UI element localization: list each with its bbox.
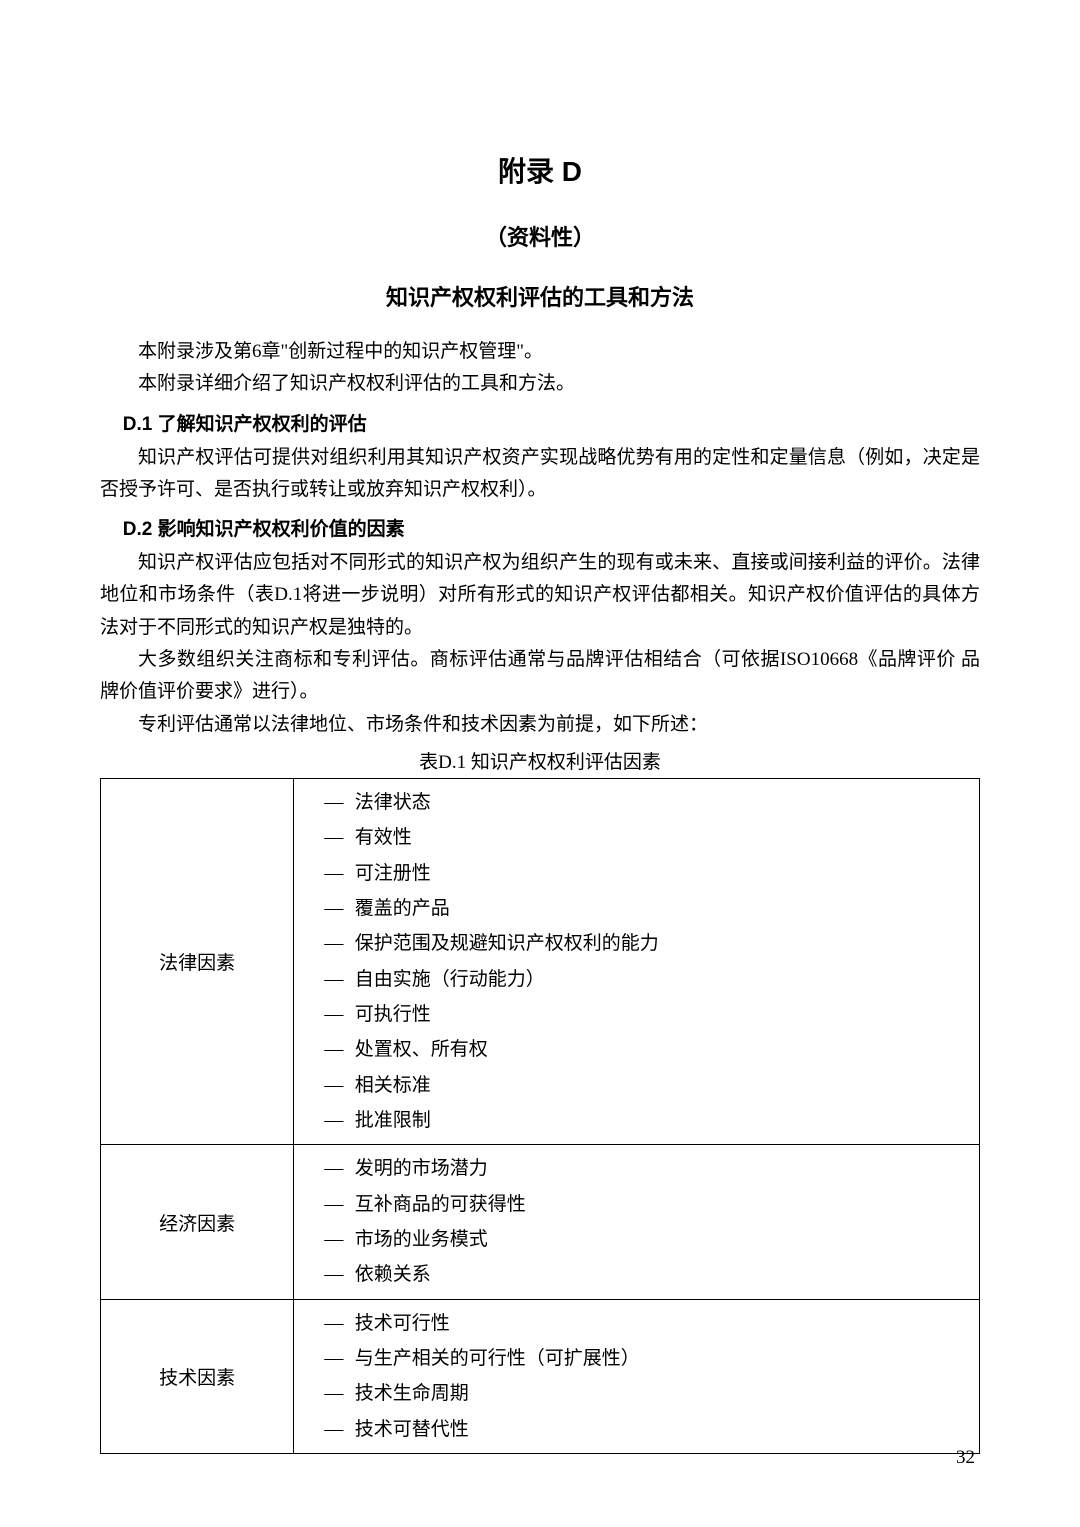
factor-item-text: 法律状态: [355, 787, 431, 818]
dash-icon: —: [324, 1343, 354, 1374]
appendix-subtitle-1: （资料性）: [100, 220, 980, 252]
factor-item-text: 批准限制: [355, 1105, 431, 1136]
factor-item: —依赖关系: [304, 1257, 969, 1292]
factor-items-cell: —技术可行性—与生产相关的可行性（可扩展性）—技术生命周期—技术可替代性: [294, 1299, 980, 1453]
factor-item: —处置权、所有权: [304, 1032, 969, 1067]
dash-icon: —: [324, 928, 354, 959]
section-d2-paragraph-2: 大多数组织关注商标和专利评估。商标评估通常与品牌评估相结合（可依据ISO1066…: [100, 644, 980, 709]
dash-icon: —: [324, 893, 354, 924]
factor-item-text: 处置权、所有权: [355, 1034, 488, 1065]
dash-icon: —: [324, 1224, 354, 1255]
factor-item: —自由实施（行动能力）: [304, 962, 969, 997]
dash-icon: —: [324, 964, 354, 995]
dash-icon: —: [324, 1308, 354, 1339]
factor-item-text: 可注册性: [355, 858, 431, 889]
factor-item-text: 与生产相关的可行性（可扩展性）: [355, 1343, 640, 1374]
factor-item-text: 可执行性: [355, 999, 431, 1030]
dash-icon: —: [324, 1259, 354, 1290]
section-d1-heading: D.1 了解知识产权权利的评估: [123, 409, 980, 436]
factor-item: —覆盖的产品: [304, 891, 969, 926]
factor-item-text: 覆盖的产品: [355, 893, 450, 924]
factors-table: 法律因素—法律状态—有效性—可注册性—覆盖的产品—保护范围及规避知识产权权利的能…: [100, 778, 980, 1454]
table-row: 法律因素—法律状态—有效性—可注册性—覆盖的产品—保护范围及规避知识产权权利的能…: [101, 778, 980, 1144]
factor-category-label: 经济因素: [101, 1145, 294, 1299]
factor-item: —法律状态: [304, 785, 969, 820]
table-row: 技术因素—技术可行性—与生产相关的可行性（可扩展性）—技术生命周期—技术可替代性: [101, 1299, 980, 1453]
factor-item: —可执行性: [304, 997, 969, 1032]
factor-item-text: 技术生命周期: [355, 1378, 469, 1409]
factor-item-text: 依赖关系: [355, 1259, 431, 1290]
dash-icon: —: [324, 1153, 354, 1184]
page-number: 32: [956, 1447, 975, 1469]
dash-icon: —: [324, 1070, 354, 1101]
factor-item: —互补商品的可获得性: [304, 1187, 969, 1222]
factor-item: —技术生命周期: [304, 1376, 969, 1411]
factor-item-text: 自由实施（行动能力）: [355, 964, 545, 995]
dash-icon: —: [324, 787, 354, 818]
dash-icon: —: [324, 1378, 354, 1409]
dash-icon: —: [324, 858, 354, 889]
factor-item: —有效性: [304, 820, 969, 855]
factor-items-cell: —发明的市场潜力—互补商品的可获得性—市场的业务模式—依赖关系: [294, 1145, 980, 1299]
section-d2-paragraph-1: 知识产权评估应包括对不同形式的知识产权为组织产生的现有或未来、直接或间接利益的评…: [100, 547, 980, 644]
dash-icon: —: [324, 1105, 354, 1136]
dash-icon: —: [324, 822, 354, 853]
factor-item: —与生产相关的可行性（可扩展性）: [304, 1341, 969, 1376]
section-d2-heading: D.2 影响知识产权权利价值的因素: [123, 514, 980, 541]
factor-category-label: 法律因素: [101, 778, 294, 1144]
dash-icon: —: [324, 999, 354, 1030]
factor-item: —市场的业务模式: [304, 1222, 969, 1257]
factor-item: —批准限制: [304, 1103, 969, 1138]
factor-item-text: 技术可替代性: [355, 1414, 469, 1445]
factor-item-text: 互补商品的可获得性: [355, 1189, 526, 1220]
factor-items-cell: —法律状态—有效性—可注册性—覆盖的产品—保护范围及规避知识产权权利的能力—自由…: [294, 778, 980, 1144]
factor-item: —相关标准: [304, 1068, 969, 1103]
factor-item-text: 有效性: [355, 822, 412, 853]
section-d2-paragraph-3: 专利评估通常以法律地位、市场条件和技术因素为前提，如下所述：: [100, 709, 980, 741]
appendix-subtitle-2: 知识产权权利评估的工具和方法: [100, 280, 980, 312]
factor-item: —可注册性: [304, 856, 969, 891]
factor-item-text: 相关标准: [355, 1070, 431, 1101]
dash-icon: —: [324, 1034, 354, 1065]
factor-item: —保护范围及规避知识产权权利的能力: [304, 926, 969, 961]
factor-category-label: 技术因素: [101, 1299, 294, 1453]
factor-item-text: 发明的市场潜力: [355, 1153, 488, 1184]
section-d1-paragraph-1: 知识产权评估可提供对组织利用其知识产权资产实现战略优势有用的定性和定量信息（例如…: [100, 442, 980, 507]
intro-paragraph-2: 本附录详细介绍了知识产权权利评估的工具和方法。: [100, 368, 980, 400]
factor-item: —技术可行性: [304, 1306, 969, 1341]
factor-item: —发明的市场潜力: [304, 1151, 969, 1186]
factor-item: —技术可替代性: [304, 1412, 969, 1447]
factor-item-text: 技术可行性: [355, 1308, 450, 1339]
dash-icon: —: [324, 1414, 354, 1445]
table-row: 经济因素—发明的市场潜力—互补商品的可获得性—市场的业务模式—依赖关系: [101, 1145, 980, 1299]
intro-paragraph-1: 本附录涉及第6章"创新过程中的知识产权管理"。: [100, 336, 980, 368]
factor-item-text: 保护范围及规避知识产权权利的能力: [355, 928, 659, 959]
factor-item-text: 市场的业务模式: [355, 1224, 488, 1255]
dash-icon: —: [324, 1189, 354, 1220]
table-caption: 表D.1 知识产权权利评估因素: [100, 747, 980, 774]
appendix-title: 附录 D: [100, 150, 980, 190]
